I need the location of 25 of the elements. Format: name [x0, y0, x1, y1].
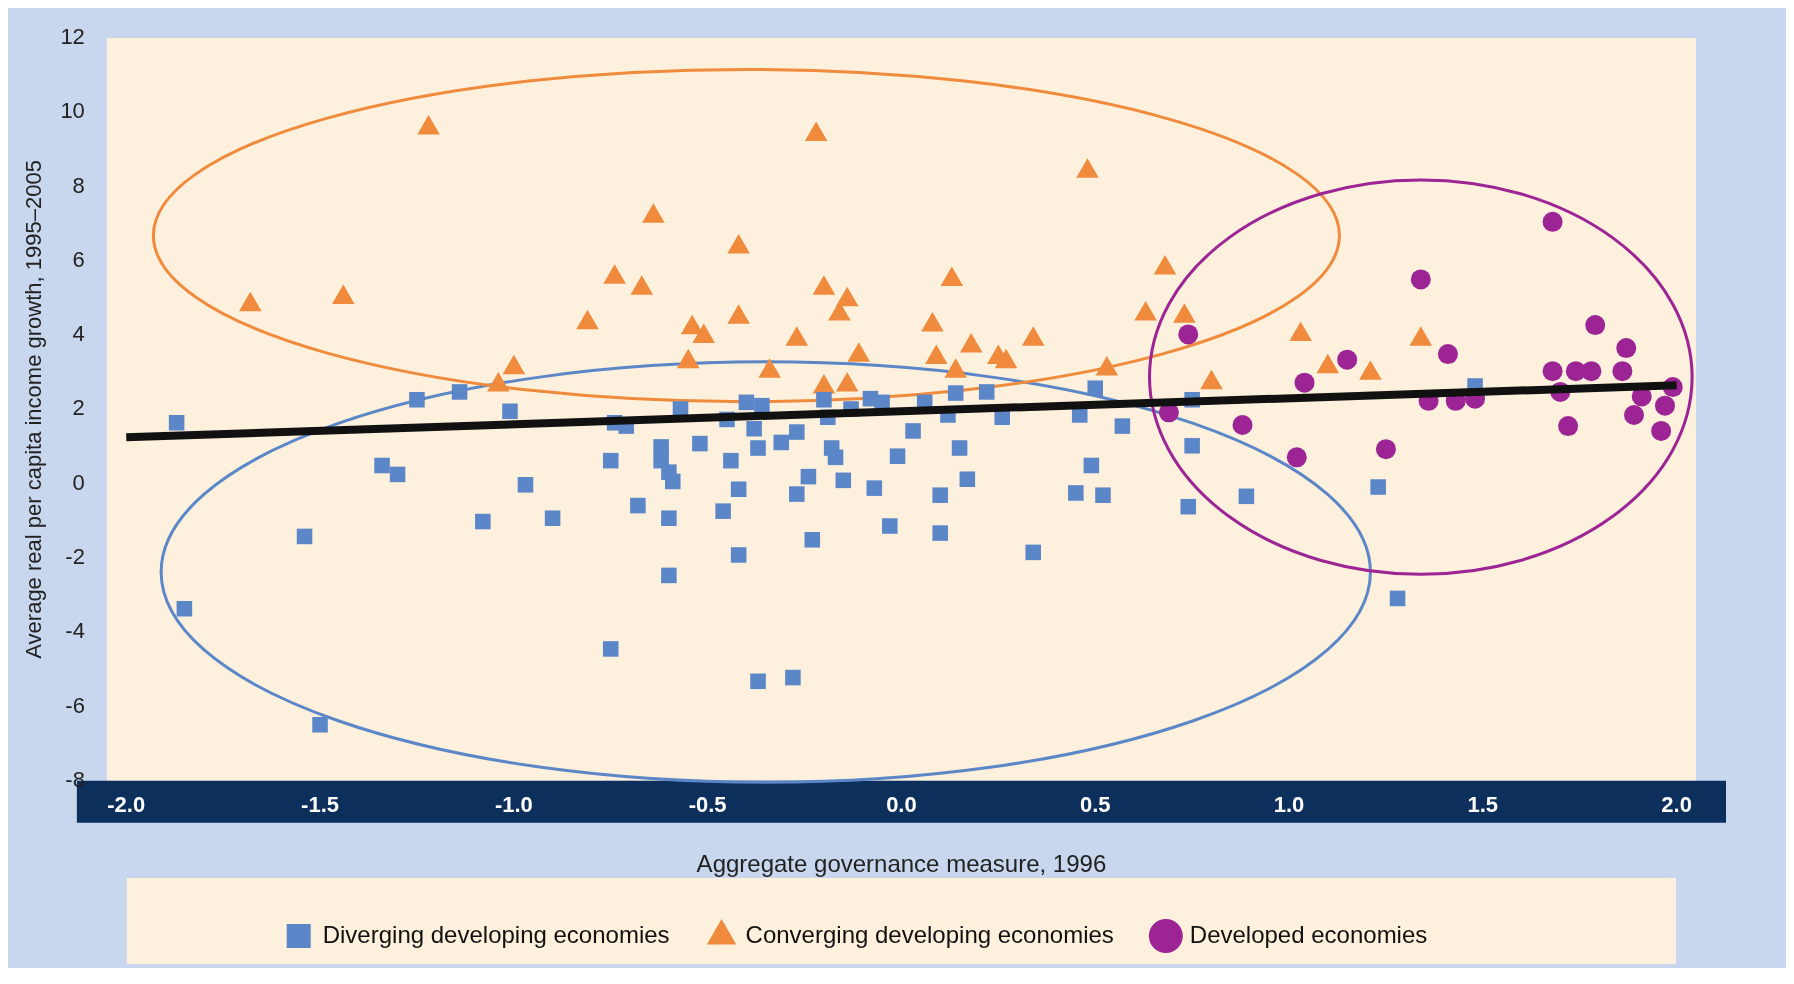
y-tick-label: 12 [60, 24, 85, 50]
y-tick-label: -2 [65, 544, 85, 570]
y-tick-label: 2 [72, 395, 85, 421]
x-tick-label: 1.0 [1273, 792, 1305, 818]
legend-label: Developed economies [1189, 920, 1428, 948]
y-tick-label: 4 [72, 321, 85, 347]
x-tick-label: 0.5 [1079, 792, 1111, 818]
x-tick-label: 1.5 [1467, 792, 1499, 818]
y-tick-label: 0 [72, 469, 85, 495]
x-tick-label: -0.5 [688, 792, 727, 818]
y-tick-label: -4 [65, 618, 85, 644]
x-tick-label: 0.0 [886, 792, 917, 818]
x-axis-title: Aggregate governance measure, 1996 [696, 850, 1107, 878]
legend-label: Diverging developing economies [322, 920, 670, 948]
y-tick-label: 10 [60, 98, 85, 124]
y-tick-label: 6 [72, 246, 85, 272]
x-tick-label: -1.0 [494, 792, 533, 818]
x-tick-label: 2.0 [1661, 792, 1692, 818]
y-tick-label: 8 [72, 172, 85, 198]
x-tick-label: -1.5 [301, 792, 340, 818]
y-tick-label: -8 [65, 766, 85, 792]
legend-label: Converging developing economies [745, 920, 1114, 948]
y-axis-title: Average real per capita income growth, 1995–2005 [21, 160, 47, 659]
x-tick-label: -2.0 [107, 792, 146, 818]
y-tick-label: -6 [65, 692, 85, 718]
